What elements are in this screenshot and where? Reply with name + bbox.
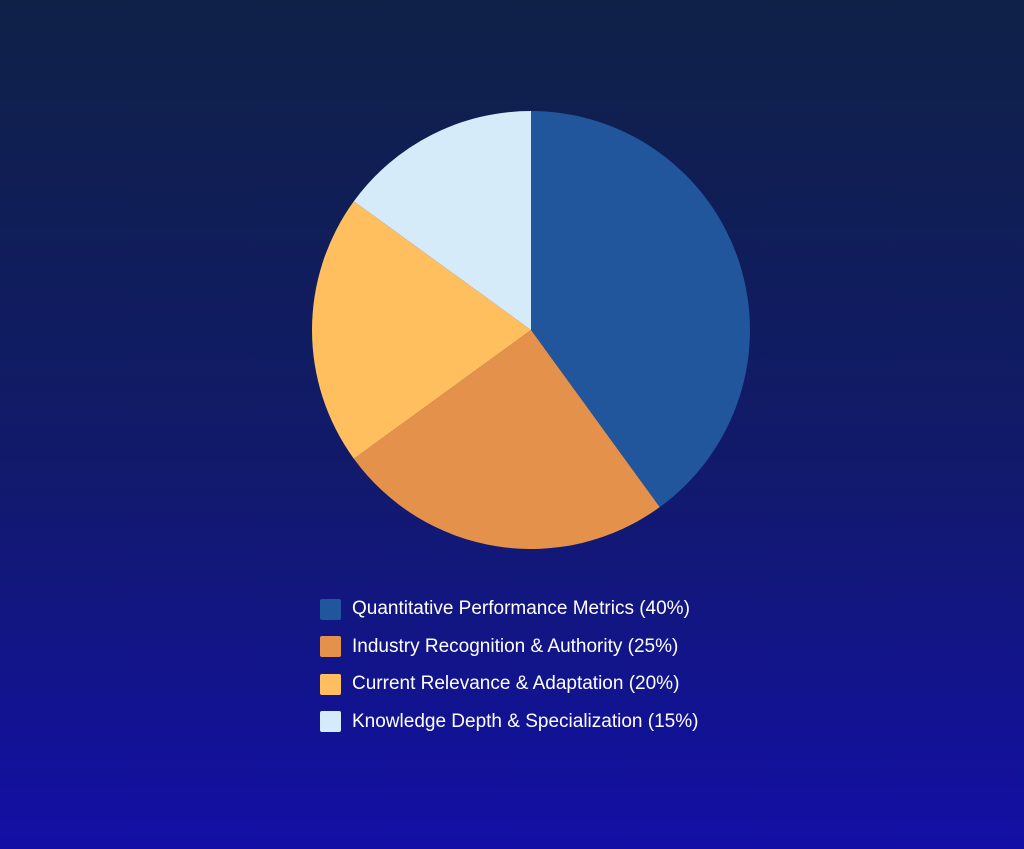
legend-item-industry-recognition-authority: Industry Recognition & Authority (25%) <box>320 636 698 658</box>
legend-label: Current Relevance & Adaptation (20%) <box>352 673 680 694</box>
legend-swatch <box>320 598 341 620</box>
pie-slice-current-relevance-adaptation <box>312 201 531 459</box>
pie-slice-quantitative-performance-metrics <box>531 111 750 508</box>
legend-label: Knowledge Depth & Specialization (15%) <box>352 710 699 732</box>
chart-legend: Quantitative Performance Metrics (40%) I… <box>320 598 698 748</box>
legend-item-current-relevance-adaptation: Current Relevance & Adaptation (20%) <box>320 673 698 695</box>
legend-label: Industry Recognition & Authority (25%) <box>352 635 679 657</box>
legend-item-knowledge-depth-specialization: Knowledge Depth & Specialization (15%) <box>320 711 698 733</box>
legend-swatch <box>320 636 341 657</box>
pie-slice-knowledge-depth-specialization <box>353 111 531 330</box>
legend-label: Quantitative Performance Metrics (40%) <box>352 598 690 619</box>
pie-slice-industry-recognition-authority <box>353 330 660 549</box>
legend-swatch <box>320 711 341 732</box>
legend-swatch <box>320 673 341 695</box>
legend-item-quantitative-performance-metrics: Quantitative Performance Metrics (40%) <box>320 598 698 620</box>
